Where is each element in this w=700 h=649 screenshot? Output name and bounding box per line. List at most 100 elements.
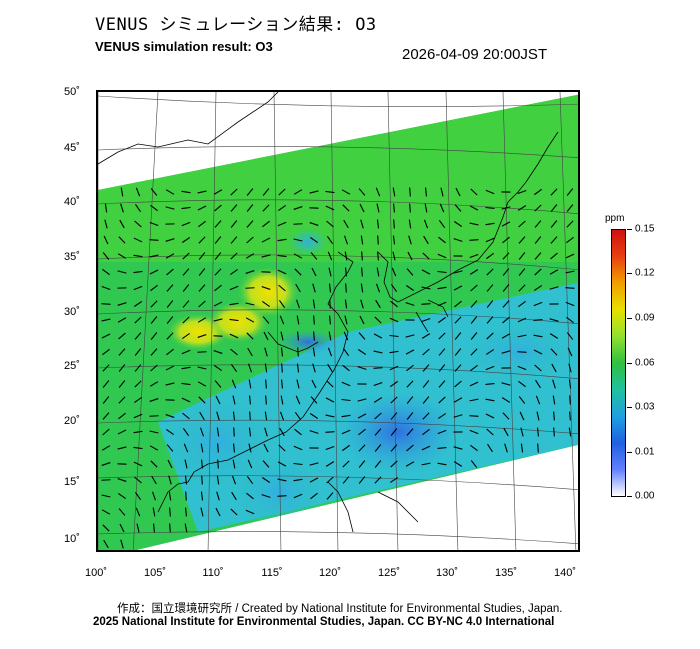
wind-arrow bbox=[277, 221, 287, 227]
wind-arrow bbox=[101, 445, 111, 451]
wind-arrow bbox=[166, 300, 174, 308]
wind-arrow bbox=[454, 380, 462, 388]
wind-arrow bbox=[406, 364, 414, 372]
wind-arrow bbox=[263, 443, 269, 453]
wind-arrow bbox=[101, 285, 111, 291]
wind-arrow bbox=[325, 414, 335, 418]
wind-arrow bbox=[309, 462, 319, 466]
wind-arrow bbox=[281, 379, 283, 389]
wind-arrow bbox=[169, 507, 171, 517]
wind-arrow bbox=[550, 204, 558, 212]
wind-arrow bbox=[181, 366, 191, 370]
wind-arrow bbox=[246, 220, 254, 228]
wind-arrow bbox=[453, 238, 463, 242]
wind-arrow bbox=[245, 270, 255, 274]
wind-arrow bbox=[232, 411, 236, 421]
wind-arrow bbox=[297, 347, 299, 357]
wind-arrow bbox=[230, 188, 238, 196]
wind-arrow bbox=[150, 332, 158, 340]
wind-arrow bbox=[278, 204, 286, 212]
wind-arrow bbox=[167, 459, 173, 469]
wind-arrow bbox=[104, 203, 108, 213]
wind-arrow bbox=[119, 523, 125, 533]
wind-arrow bbox=[214, 284, 222, 292]
wind-arrow bbox=[343, 331, 349, 341]
wind-arrow bbox=[185, 507, 187, 517]
lon-tick-label: 115˚ bbox=[261, 567, 283, 579]
wind-arrow bbox=[437, 270, 447, 274]
wind-arrow bbox=[150, 316, 158, 324]
wind-arrow bbox=[405, 461, 415, 467]
wind-arrow bbox=[421, 286, 431, 290]
wind-arrow bbox=[534, 236, 542, 244]
wind-arrow bbox=[341, 414, 351, 418]
wind-arrow bbox=[342, 204, 350, 212]
wind-arrow bbox=[437, 429, 447, 435]
wind-arrow bbox=[553, 427, 555, 437]
wind-arrow bbox=[423, 219, 429, 229]
wind-arrow bbox=[486, 300, 494, 308]
wind-arrow bbox=[262, 316, 270, 324]
wind-arrow bbox=[134, 332, 142, 340]
wind-arrow bbox=[341, 429, 351, 435]
wind-arrow bbox=[246, 204, 254, 212]
wind-arrow bbox=[169, 523, 171, 533]
wind-arrow bbox=[213, 350, 223, 354]
wind-arrow bbox=[295, 395, 301, 405]
wind-arrow bbox=[503, 427, 509, 437]
wind-arrow bbox=[280, 347, 284, 357]
wind-arrow bbox=[422, 412, 430, 420]
wind-arrow bbox=[216, 411, 220, 421]
wind-arrow bbox=[437, 413, 447, 419]
wind-arrow bbox=[197, 351, 207, 353]
wind-arrow bbox=[408, 219, 412, 229]
wind-arrow bbox=[249, 395, 251, 405]
wind-arrow bbox=[313, 331, 315, 341]
wind-arrow bbox=[150, 284, 158, 292]
wind-arrow bbox=[182, 428, 190, 436]
wind-arrow bbox=[229, 302, 239, 306]
wind-arrow bbox=[309, 413, 319, 419]
wind-arrow bbox=[134, 316, 142, 324]
wind-arrow bbox=[118, 508, 126, 516]
credit-line: 作成：国立環境研究所 / Created by National Institu… bbox=[117, 603, 563, 615]
wind-arrow bbox=[134, 380, 142, 388]
wind-arrow bbox=[486, 284, 494, 292]
wind-arrow bbox=[213, 189, 223, 195]
wind-arrow bbox=[406, 268, 414, 276]
wind-arrow bbox=[534, 252, 542, 260]
wind-arrow bbox=[566, 220, 574, 228]
wind-arrow bbox=[566, 188, 574, 196]
wind-arrow bbox=[249, 411, 251, 421]
wind-arrow bbox=[181, 190, 191, 194]
wind-arrow bbox=[342, 348, 350, 356]
wind-arrow bbox=[197, 381, 207, 387]
colorbar-label: 0.00 bbox=[635, 490, 655, 502]
wind-arrow bbox=[358, 444, 366, 452]
wind-arrow bbox=[134, 220, 142, 228]
wind-arrow bbox=[534, 204, 542, 212]
wind-arrow bbox=[409, 203, 411, 213]
wind-arrow bbox=[200, 443, 204, 453]
wind-arrow bbox=[328, 331, 332, 341]
wind-arrow bbox=[374, 428, 382, 436]
wind-vectors bbox=[101, 187, 575, 549]
wind-arrow bbox=[469, 239, 479, 241]
wind-arrow bbox=[293, 223, 303, 225]
wind-arrow bbox=[165, 414, 175, 418]
wind-arrow bbox=[200, 427, 204, 437]
wind-arrow bbox=[165, 253, 175, 259]
wind-arrow bbox=[120, 187, 124, 197]
wind-arrow bbox=[425, 187, 427, 197]
wind-arrow bbox=[134, 348, 142, 356]
wind-arrow bbox=[486, 268, 494, 276]
wind-arrow bbox=[293, 206, 303, 210]
wind-arrow bbox=[120, 539, 124, 549]
wind-arrow bbox=[149, 381, 159, 387]
wind-arrow bbox=[502, 316, 510, 324]
wind-arrow bbox=[198, 284, 206, 292]
wind-arrow bbox=[293, 462, 303, 466]
wind-arrow bbox=[373, 382, 383, 386]
wind-arrow bbox=[103, 539, 109, 549]
wind-arrow bbox=[454, 316, 462, 324]
